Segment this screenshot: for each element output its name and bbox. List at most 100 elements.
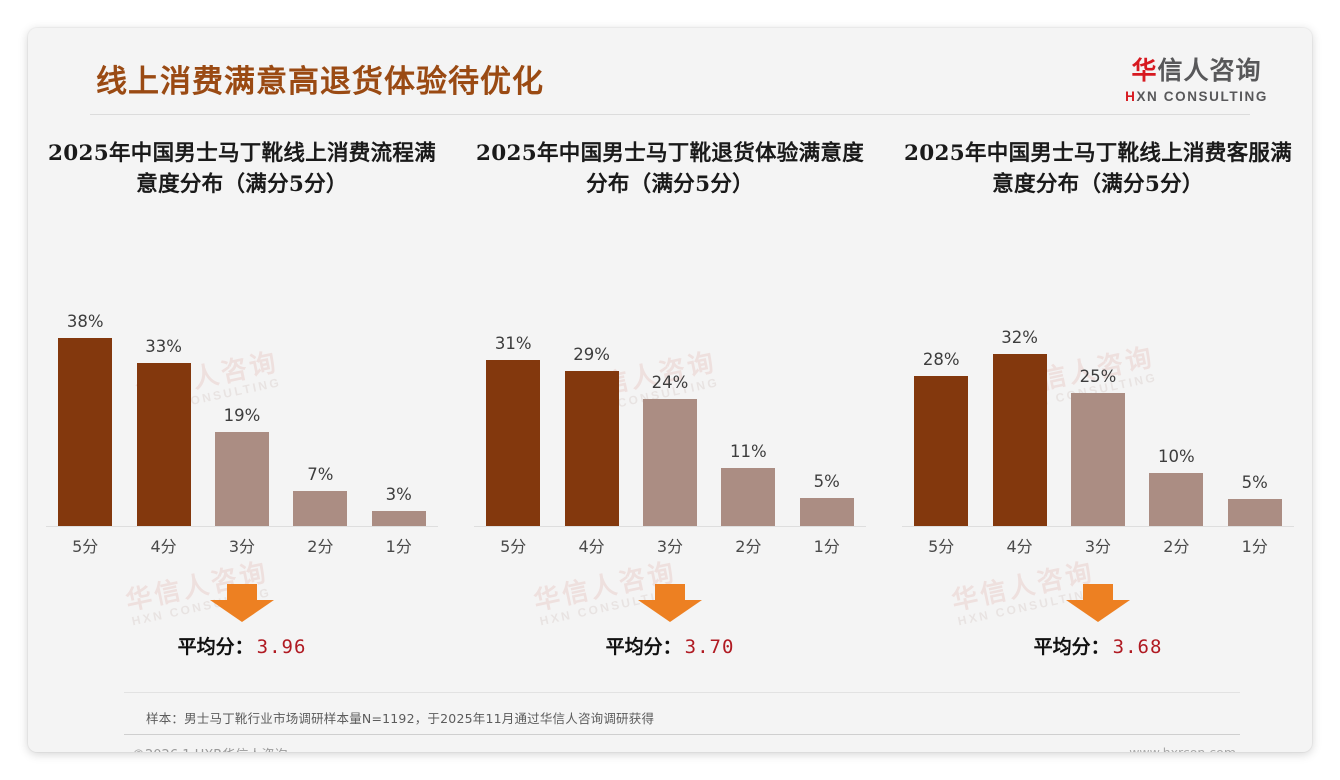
bar[interactable]	[799, 498, 854, 526]
chart-title-3: 2025年中国男士马丁靴线上消费客服满意度分布（满分5分）	[903, 141, 1293, 198]
slide-header: 线上消费满意高退货体验待优化 华信人咨询 HXN CONSULTING	[28, 28, 1312, 120]
plot-area-2: 31% 29% 24% 11%	[474, 242, 866, 527]
bar-chart-2: 31% 29% 24% 11%	[474, 242, 866, 562]
bar[interactable]	[293, 491, 348, 526]
average-score-1: 平均分： 3.96	[36, 632, 448, 659]
bar-slot: 28%	[908, 242, 975, 526]
average-value: 3.70	[684, 636, 735, 658]
bar-slot: 38%	[52, 242, 119, 526]
bar-chart-1: 38% 33% 19% 7%	[46, 242, 438, 562]
bar-value-label: 33%	[145, 337, 182, 356]
logo-en-rest: XN CONSULTING	[1136, 89, 1268, 104]
average-label: 平均分：	[1033, 636, 1110, 658]
down-arrow-3	[892, 584, 1304, 624]
bar[interactable]	[136, 363, 191, 526]
x-tick-label: 4分	[150, 537, 177, 556]
page-title: 线上消费满意高退货体验待优化	[96, 64, 544, 100]
bar[interactable]	[1227, 499, 1282, 526]
chart-title-2: 2025年中国男士马丁靴退货体验满意度分布（满分5分）	[475, 141, 865, 198]
average-label: 平均分：	[177, 636, 254, 658]
x-tick-label: 5分	[500, 537, 527, 556]
bar-slot: 7%	[287, 242, 354, 526]
bar-slot: 19%	[209, 242, 276, 526]
arrow-down-icon	[210, 584, 274, 622]
bar-slot: 10%	[1143, 242, 1210, 526]
chart-title-1: 2025年中国男士马丁靴线上消费流程满意度分布（满分5分）	[47, 141, 437, 198]
x-tick-label: 4分	[1006, 537, 1033, 556]
x-tick-label: 3分	[656, 537, 684, 556]
down-arrow-1	[36, 584, 448, 624]
bar[interactable]	[564, 371, 619, 526]
x-tick-label: 1分	[385, 537, 412, 556]
arrow-head	[210, 600, 274, 622]
x-tick-label: 4分	[578, 537, 605, 556]
bar[interactable]	[58, 338, 113, 526]
bar-value-label: 38%	[66, 312, 104, 331]
plot-area-3: 28% 32% 25% 10%	[902, 242, 1294, 527]
bar[interactable]	[371, 511, 426, 526]
x-tick-label: 2分	[735, 537, 762, 556]
charts-container: 2025年中国男士马丁靴线上消费流程满意度分布（满分5分） 华信人咨询 HXN …	[28, 132, 1312, 692]
footer-divider	[124, 734, 1240, 735]
x-tick-label: 5分	[928, 537, 955, 556]
arrow-stem	[227, 584, 257, 601]
bar[interactable]	[642, 399, 697, 526]
bar-value-label: 5%	[1241, 473, 1268, 492]
logo-rest-chars: 信人咨询	[1157, 56, 1262, 85]
bar-slot: 32%	[986, 242, 1053, 526]
average-score-3: 平均分： 3.68	[892, 632, 1304, 659]
bar-value-label: 32%	[1001, 328, 1038, 347]
x-axis-1: 5分 4分 3分 2分 1分	[46, 528, 438, 562]
sample-footnote: 样本：男士马丁靴行业市场调研样本量N=1192，于2025年11月通过华信人咨询…	[146, 711, 655, 726]
bar-slot: 3%	[365, 242, 432, 526]
bar-value-label: 29%	[573, 345, 610, 364]
bar-value-label: 7%	[307, 465, 334, 484]
plot-area-1: 38% 33% 19% 7%	[46, 242, 438, 527]
average-label: 平均分：	[605, 636, 682, 658]
bar[interactable]	[1149, 473, 1204, 526]
average-value: 3.68	[1112, 636, 1163, 658]
bar-slot: 31%	[480, 242, 547, 526]
x-tick-label: 5分	[72, 537, 99, 556]
logo-english-text: HXN CONSULTING	[1125, 90, 1268, 104]
bar-chart-3: 28% 32% 25% 10%	[902, 242, 1294, 562]
x-tick-label: 3分	[1084, 537, 1112, 556]
x-tick-label: 1分	[813, 537, 840, 556]
x-axis-3: 5分 4分 3分 2分 1分	[902, 528, 1294, 562]
arrow-stem	[655, 584, 685, 601]
chart-panel-3: 2025年中国男士马丁靴线上消费客服满意度分布（满分5分） 华信人咨询 HXN …	[884, 132, 1312, 692]
bar[interactable]	[914, 376, 969, 526]
logo-accent-char: 华	[1131, 56, 1158, 85]
bar-slot: 5%	[1221, 242, 1288, 526]
logo-chinese-text: 华信人咨询	[1125, 58, 1268, 83]
x-tick-label: 2分	[307, 537, 334, 556]
header-divider	[90, 114, 1250, 115]
bar-value-label: 3%	[385, 485, 412, 504]
chart-panel-1: 2025年中国男士马丁靴线上消费流程满意度分布（满分5分） 华信人咨询 HXN …	[28, 132, 456, 692]
bar-value-label: 24%	[651, 373, 689, 392]
bar[interactable]	[721, 468, 776, 526]
average-value: 3.96	[256, 636, 307, 658]
down-arrow-2	[464, 584, 876, 624]
bar-slot: 11%	[715, 242, 782, 526]
bar[interactable]	[992, 354, 1047, 526]
bar[interactable]	[214, 432, 269, 526]
arrow-down-icon	[638, 584, 702, 622]
x-tick-label: 1分	[1241, 537, 1268, 556]
chart-panel-2: 2025年中国男士马丁靴退货体验满意度分布（满分5分） 华信人咨询 HXN CO…	[456, 132, 884, 692]
website-url[interactable]: www.hxrcon.com	[1129, 745, 1236, 752]
bar[interactable]	[1070, 393, 1125, 526]
bar-slot: 33%	[130, 242, 197, 526]
bar-value-label: 19%	[223, 406, 261, 425]
bar-slot: 25%	[1065, 242, 1132, 526]
brand-logo: 华信人咨询 HXN CONSULTING	[1125, 58, 1268, 104]
footnote-divider	[124, 692, 1240, 693]
bar-value-label: 28%	[922, 350, 960, 369]
bar-value-label: 31%	[494, 334, 532, 353]
x-tick-label: 2分	[1163, 537, 1190, 556]
bar-value-label: 5%	[813, 472, 840, 491]
average-score-2: 平均分： 3.70	[464, 632, 876, 659]
arrow-head	[1066, 600, 1130, 622]
bar[interactable]	[486, 360, 541, 526]
x-axis-2: 5分 4分 3分 2分 1分	[474, 528, 866, 562]
